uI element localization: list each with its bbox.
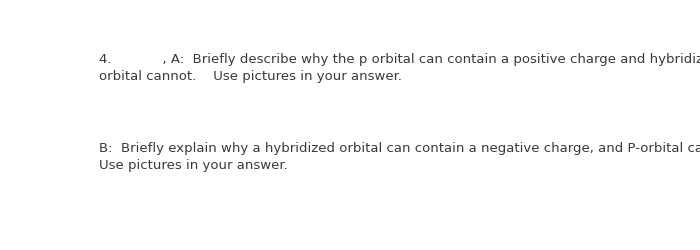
Text: 4.            , A:  Briefly describe why the p orbital can contain a positive ch: 4. , A: Briefly describe why the p orbit… (99, 53, 700, 83)
Text: B:  Briefly explain why a hybridized orbital can contain a negative charge, and : B: Briefly explain why a hybridized orbi… (99, 142, 700, 172)
